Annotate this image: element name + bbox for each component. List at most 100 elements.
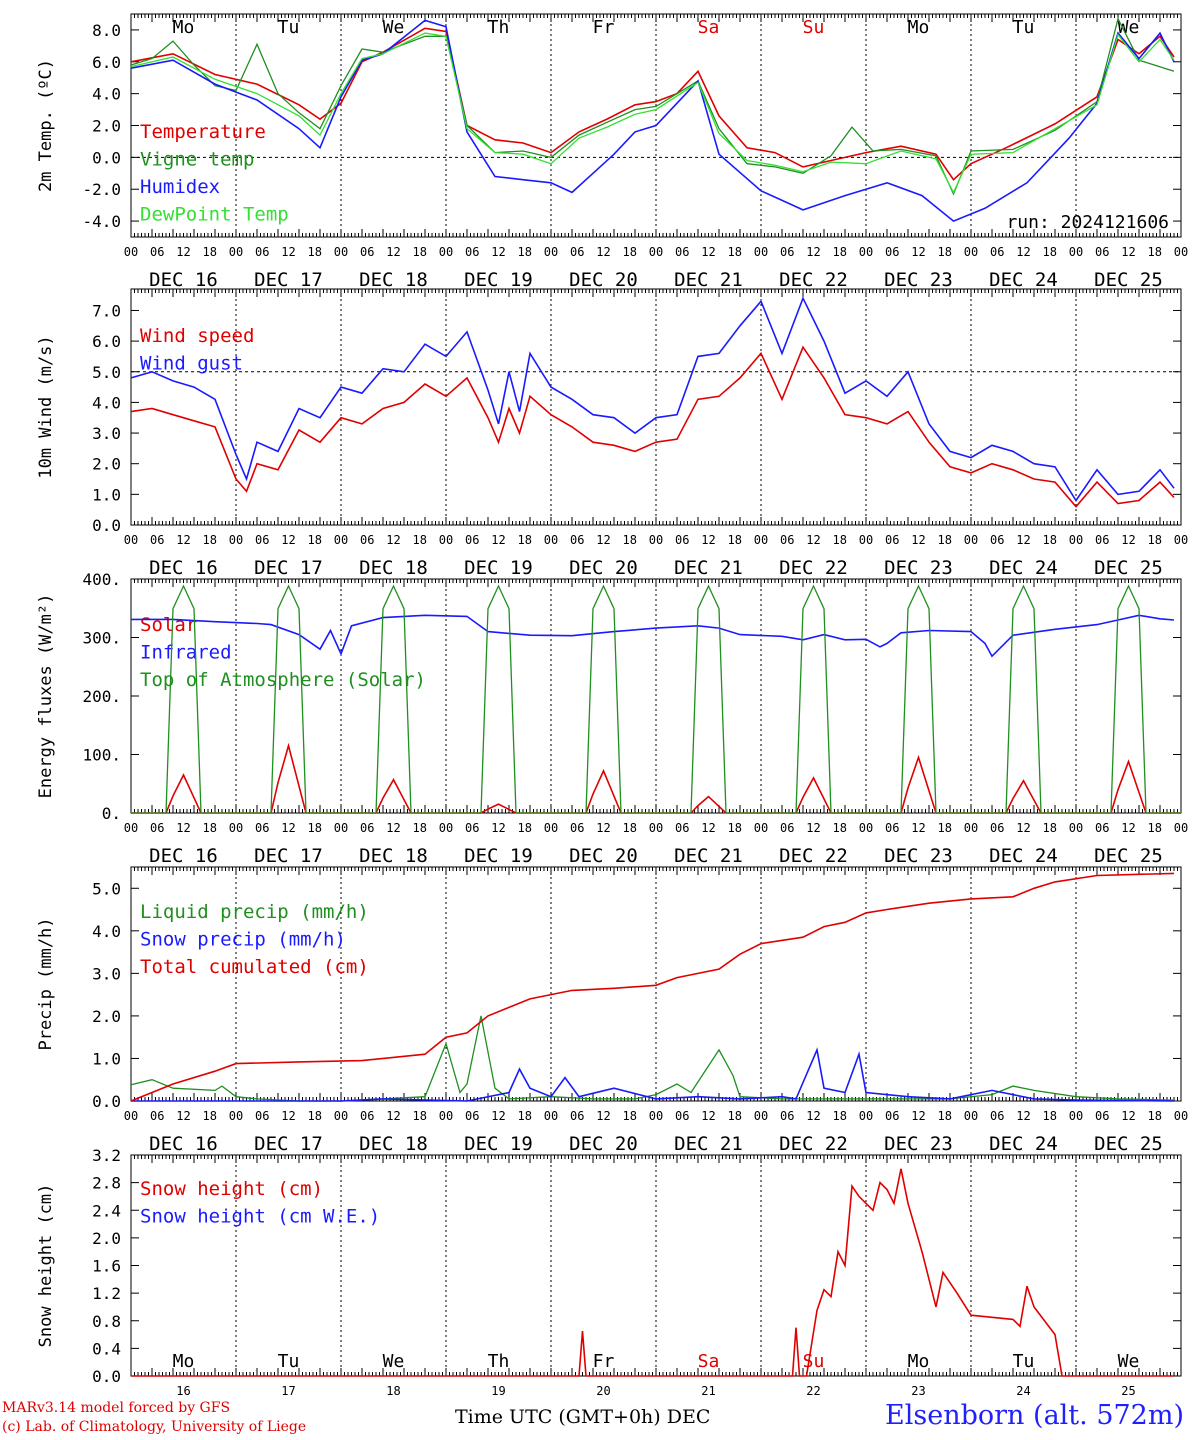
date-label: DEC 17 (254, 269, 323, 291)
weekday-label: We (1118, 17, 1140, 38)
hour-tick-label: 06 (885, 821, 899, 835)
hour-tick-label: 18 (1043, 1109, 1057, 1123)
hour-tick-label: 18 (623, 821, 637, 835)
date-label: DEC 21 (674, 269, 743, 291)
hour-tick-label: 18 (938, 245, 952, 259)
hour-tick-label: 00 (859, 1109, 873, 1123)
series-line (130, 872, 1175, 1102)
series-line (130, 19, 1175, 223)
date-label: DEC 24 (989, 269, 1058, 291)
weekday-label: Fr (593, 17, 615, 38)
series-line (130, 1015, 1175, 1102)
panel-4: 0.0 1.0 2.0 3.0 4.0 5.0 Precip (mm/h) 00 06 12 18 D… (36, 866, 1188, 1155)
hour-tick-label: 06 (990, 245, 1004, 259)
hour-tick-label: 06 (255, 245, 269, 259)
hour-tick-label: 00 (859, 533, 873, 547)
hour-tick-label: 06 (465, 821, 479, 835)
hour-tick-label: 00 (754, 1109, 768, 1123)
weekday-label: Mo (908, 1351, 930, 1372)
hour-tick-label: 06 (675, 821, 689, 835)
legend-entry: Temperature (140, 121, 266, 143)
date-label: DEC 18 (359, 1133, 428, 1155)
hour-tick-label: 18 (308, 1109, 322, 1123)
legend-entry: Wind gust (140, 353, 243, 375)
hour-tick-label: 00 (859, 821, 873, 835)
hour-tick-label: 12 (491, 533, 505, 547)
hour-tick-label: 00 (439, 245, 453, 259)
hour-tick-label: 06 (465, 533, 479, 547)
run-annotation: run: 2024121606 (1006, 212, 1169, 233)
day-number-label: 24 (1016, 1384, 1030, 1398)
y-tick-label: 0.4 (92, 1339, 121, 1358)
day-number-label: 18 (386, 1384, 400, 1398)
date-label: DEC 17 (254, 557, 323, 579)
day-number-label: 22 (806, 1384, 820, 1398)
hour-tick-label: 18 (308, 533, 322, 547)
y-tick-label: 2.0 (92, 455, 121, 474)
hour-tick-label: 00 (649, 533, 663, 547)
hour-tick-label: 18 (1148, 245, 1162, 259)
y-tick-label: 6.0 (92, 53, 121, 72)
hour-tick-label: 18 (833, 1109, 847, 1123)
weekday-label: Fr (593, 1351, 615, 1372)
date-label: DEC 21 (674, 557, 743, 579)
hour-tick-label: 18 (518, 533, 532, 547)
date-label: DEC 21 (674, 1133, 743, 1155)
hour-tick-label: 00 (544, 245, 558, 259)
hour-tick-label: 06 (1095, 821, 1109, 835)
hour-tick-label: 06 (990, 533, 1004, 547)
hour-tick-label: 06 (675, 245, 689, 259)
y-tick-label: 6.0 (92, 332, 121, 351)
hour-tick-label: 12 (596, 245, 610, 259)
hour-tick-label: 06 (150, 245, 164, 259)
hour-tick-label: 12 (491, 1109, 505, 1123)
y-tick-label: 5.0 (92, 363, 121, 382)
hour-tick-label: 12 (911, 245, 925, 259)
legend-entry: Top of Atmosphere (Solar) (140, 669, 426, 691)
hour-tick-label: 00 (1069, 1109, 1083, 1123)
date-label: DEC 20 (569, 845, 638, 867)
y-tick-label: 2.0 (92, 1007, 121, 1026)
hour-tick-label: 12 (176, 533, 190, 547)
model-credit: MARv3.14 model forced by GFS (2, 1400, 231, 1416)
hour-tick-label: 12 (1016, 821, 1030, 835)
date-label: DEC 23 (884, 845, 953, 867)
hour-tick-label: 18 (833, 821, 847, 835)
y-tick-label: 2.4 (92, 1201, 121, 1220)
hour-tick-label: 12 (1121, 1109, 1135, 1123)
hour-tick-label: 18 (1043, 533, 1057, 547)
hour-tick-label: 12 (701, 245, 715, 259)
hour-tick-label: 12 (281, 245, 295, 259)
hour-tick-label: 06 (570, 1109, 584, 1123)
hour-tick-label: 18 (518, 821, 532, 835)
hour-tick-label: 18 (1043, 821, 1057, 835)
hour-tick-label: 00 (1174, 245, 1188, 259)
hour-tick-label: 00 (859, 245, 873, 259)
day-number-label: 25 (1121, 1384, 1135, 1398)
y-axis-label: 10m Wind (m/s) (36, 335, 56, 478)
hour-tick-label: 12 (596, 533, 610, 547)
hour-tick-label: 06 (570, 821, 584, 835)
hour-tick-label: 12 (1016, 533, 1030, 547)
x-axis-title: Time UTC (GMT+0h) DEC (455, 1406, 711, 1428)
legend-entry: Wind speed (140, 325, 254, 347)
hour-tick-label: 00 (334, 821, 348, 835)
date-label: DEC 22 (779, 269, 848, 291)
hour-tick-label: 18 (413, 1109, 427, 1123)
hour-tick-label: 00 (964, 1109, 978, 1123)
date-label: DEC 16 (149, 269, 218, 291)
hour-tick-label: 12 (701, 1109, 715, 1123)
hour-tick-label: 06 (255, 821, 269, 835)
hour-tick-label: 12 (806, 533, 820, 547)
hour-tick-label: 12 (806, 245, 820, 259)
hour-tick-label: 00 (334, 245, 348, 259)
series-line (130, 16, 1175, 196)
hour-tick-label: 18 (518, 245, 532, 259)
hour-tick-label: 00 (649, 1109, 663, 1123)
legend-entry: Total cumulated (cm) (140, 956, 369, 978)
hour-tick-label: 18 (308, 245, 322, 259)
y-tick-label: -4.0 (82, 212, 121, 231)
date-label: DEC 23 (884, 269, 953, 291)
hour-tick-label: 18 (833, 533, 847, 547)
hour-tick-label: 18 (728, 533, 742, 547)
